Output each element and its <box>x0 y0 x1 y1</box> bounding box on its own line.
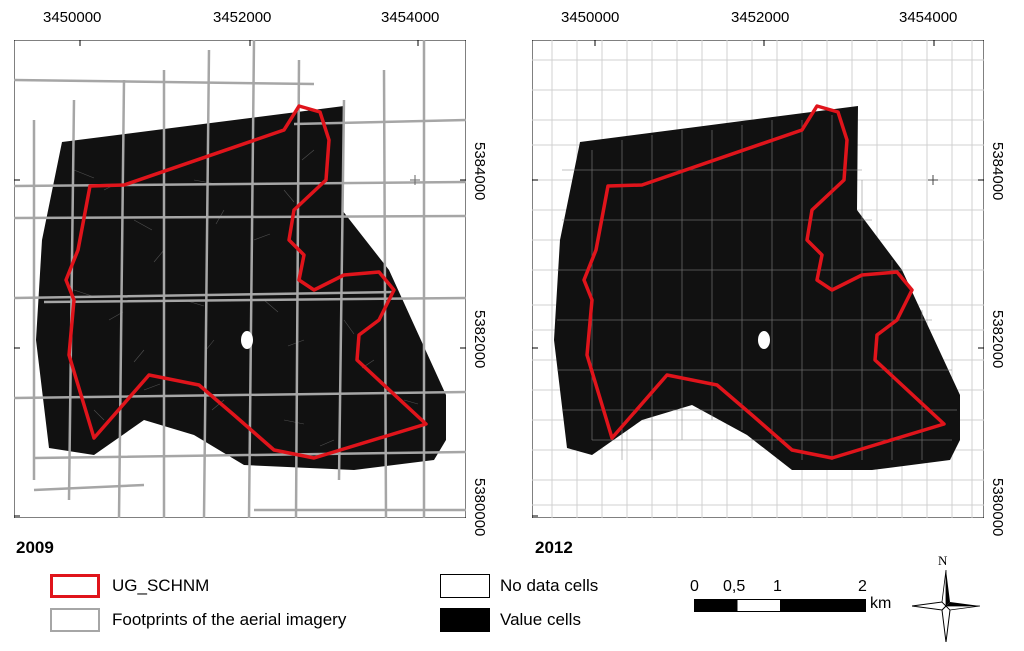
y-tick-label: 5382000 <box>989 310 1006 369</box>
legend-footprints-label: Footprints of the aerial imagery <box>112 610 347 629</box>
x-tick-label: 3450000 <box>561 9 620 26</box>
legend-value-label: Value cells <box>500 610 581 629</box>
map-2012 <box>531 39 985 519</box>
ug-schnm-boundary-2012 <box>582 104 946 460</box>
x-tick-label: 3454000 <box>381 9 440 26</box>
scale-bar <box>694 599 866 612</box>
legend-no-data-label: No data cells <box>500 576 599 595</box>
map-2009-canvas <box>13 39 467 519</box>
legend-footprints-swatch <box>50 608 100 632</box>
map-2012-canvas <box>531 39 985 519</box>
legend-boundary-swatch <box>50 574 100 598</box>
map-2009 <box>13 39 467 519</box>
scale-label: 1 <box>773 578 782 595</box>
legend-boundary-label: UG_SCHNM <box>112 576 210 595</box>
scale-label: 0 <box>690 578 699 595</box>
x-tick-label: 3454000 <box>899 9 958 26</box>
y-tick-label: 5380000 <box>471 478 488 537</box>
y-tick-label: 5384000 <box>471 142 488 201</box>
legend-no-data-swatch <box>440 574 490 598</box>
y-tick-label: 5384000 <box>989 142 1006 201</box>
legend-value-swatch <box>440 608 490 632</box>
year-label: 2009 <box>16 538 54 557</box>
y-tick-label: 5380000 <box>989 478 1006 537</box>
x-tick-label: 3452000 <box>213 9 272 26</box>
scale-label: 2 <box>858 578 867 595</box>
value-cells-area <box>554 106 960 470</box>
footprints-2009 <box>13 39 467 519</box>
x-tick-label: 3452000 <box>731 9 790 26</box>
year-label: 2012 <box>535 538 573 557</box>
scale-label: 0,5 <box>723 578 746 595</box>
scale-unit: km <box>870 595 892 612</box>
north-arrow-icon <box>912 570 980 642</box>
y-tick-label: 5382000 <box>471 310 488 369</box>
ug-schnm-boundary-2009 <box>64 104 428 460</box>
north-label: N <box>938 553 948 568</box>
x-tick-label: 3450000 <box>43 9 102 26</box>
value-cells-area <box>36 106 446 470</box>
